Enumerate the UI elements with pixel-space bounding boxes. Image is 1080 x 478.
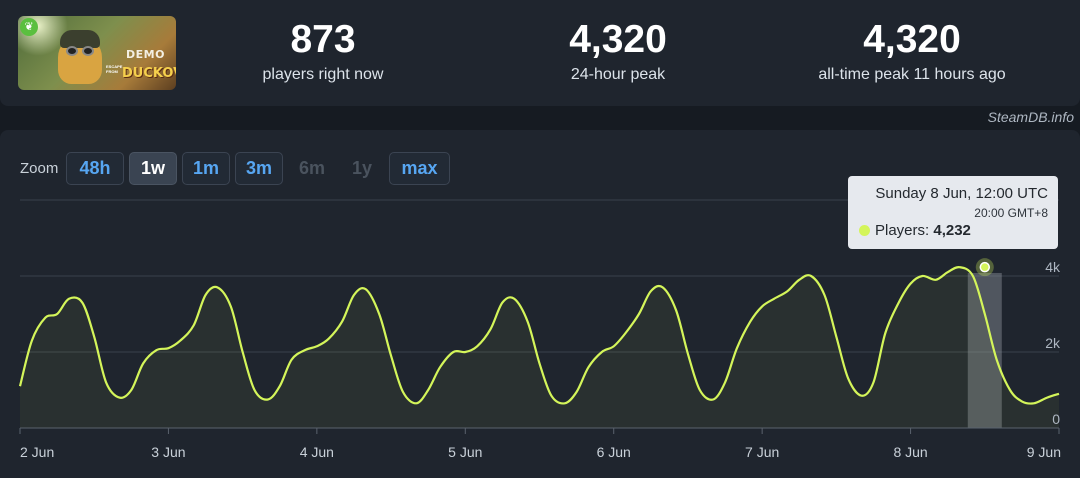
stats-header: ESCAPE FROM DEMO DUCKOV ❦ 873 players ri… [0,0,1080,106]
series-line [18,266,1060,405]
game-thumbnail[interactable]: ESCAPE FROM DEMO DUCKOV ❦ [18,16,176,90]
duck-goggle-right [82,46,94,56]
game-logo-text: DUCKOV [122,66,176,81]
zoom-label: Zoom [20,160,59,177]
player-count-chart[interactable]: 2 Jun 3 Jun 4 Jun 5 Jun 6 Jun 7 Jun 8 Jun 9 Jun… [0,130,1080,478]
y-axis: 0 2k 4k [1045,259,1061,427]
y-tick-label: 0 [1052,411,1060,427]
x-tick-label: 8 Jun [893,444,927,460]
zoom-1m-button[interactable]: 1m [182,152,230,185]
y-tick-label: 2k [1045,335,1061,351]
x-tick-label: 5 Jun [448,444,482,460]
duck-helmet [60,30,100,48]
x-tick-label: 6 Jun [597,444,631,460]
area-fill [20,267,1059,428]
tooltip-series: Players: 4,232 [875,222,971,239]
demo-label: DEMO [126,48,165,61]
y-tick-label: 4k [1045,259,1061,275]
highlight-band [967,272,1002,428]
stat-value: 4,320 [569,18,667,61]
tooltip-series-label: Players: [875,222,934,239]
x-tick-label: 9 Jun [1027,444,1061,460]
stat-players-now: 873 players right now [223,18,423,84]
stat-value: 873 [290,18,356,61]
zoom-3m-button[interactable]: 3m [235,152,283,185]
stat-24h-peak: 4,320 24-hour peak [518,18,718,84]
x-axis: 2 Jun 3 Jun 4 Jun 5 Jun 6 Jun 7 Jun 8 Jun 9 Jun [19,427,1061,460]
leaf-icon: ❦ [20,18,38,36]
tooltip-title: Sunday 8 Jun, 12:00 UTC [875,185,1048,202]
zoom-1w-button[interactable]: 1w [129,152,177,185]
x-tick-label: 4 Jun [300,444,334,460]
x-tick-label: 3 Jun [151,444,185,460]
x-tick-label: 7 Jun [745,444,779,460]
stat-label: 24-hour peak [570,66,666,83]
zoom-6m-button: 6m [298,158,325,178]
stat-label: all-time peak 11 hours ago [818,66,1006,83]
logo-small-text: ESCAPE FROM [106,64,123,74]
chart-tooltip: Sunday 8 Jun, 12:00 UTC 20:00 GMT+8 Play… [848,176,1058,249]
stat-value: 4,320 [863,18,961,61]
tooltip-subtitle: 20:00 GMT+8 [974,206,1048,220]
highlight-band-rect [967,272,1002,428]
zoom-48h-button[interactable]: 48h [66,152,124,185]
zoom-1y-button: 1y [351,158,373,178]
series-dot-icon [859,225,870,236]
stat-all-time-peak: 4,320 all-time peak 11 hours ago [782,18,1042,84]
duck-goggle-left [66,46,78,56]
marker-point [979,261,991,273]
stat-label: players right now [262,66,384,83]
zoom-max-button[interactable]: max [389,152,450,185]
series-line-players [18,266,1060,405]
steamdb-credit[interactable]: SteamDB.info [987,109,1074,125]
hover-marker [975,258,994,277]
series-area [20,267,1059,428]
x-tick-label: 2 Jun [20,444,54,460]
tooltip-value: 4,232 [933,222,971,239]
